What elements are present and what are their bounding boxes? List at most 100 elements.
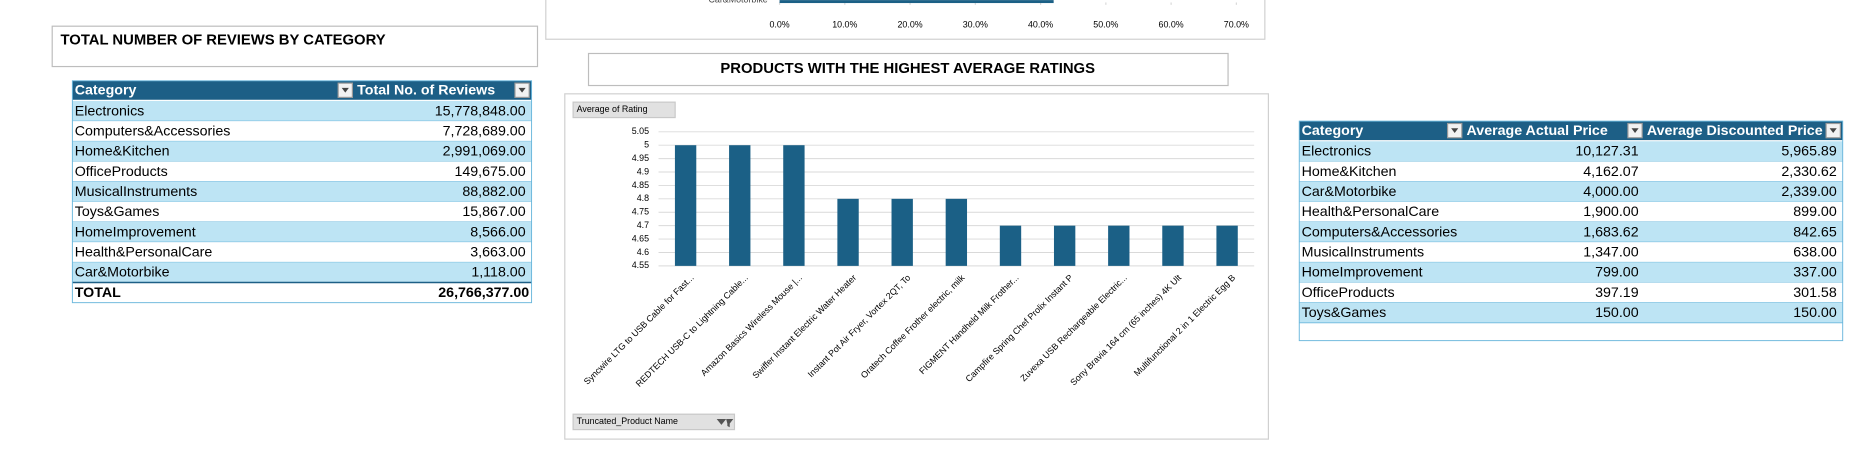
table-cell: Toys&Games (75, 204, 160, 220)
table-cell: Electronics (1302, 144, 1372, 160)
column-header: Average Actual Price (1467, 123, 1608, 139)
table-cell: 337.00 (1793, 265, 1837, 281)
bar (1053, 225, 1076, 266)
table-cell: 1,347.00 (1583, 245, 1638, 261)
dropdown-arrow (1451, 128, 1459, 133)
table-cell: Health&PersonalCare (75, 245, 213, 261)
table-title: TOTAL NUMBER OF REVIEWS BY CATEGORY (61, 32, 386, 48)
y-tick-label: Car&Motorbike (709, 0, 768, 4)
x-tick-label: 30.0% (963, 19, 988, 29)
table-cell: 2,339.00 (1781, 184, 1836, 200)
table-cell: 7,728,689.00 (443, 124, 526, 140)
dropdown-arrow (1631, 128, 1639, 133)
field-button-label: Average of Rating (577, 104, 648, 114)
table-border (1298, 120, 1844, 342)
table-row (72, 100, 532, 122)
bar (779, 0, 1054, 4)
y-tick-label: 4.9 (637, 166, 649, 176)
bar (891, 198, 913, 266)
table-cell: 842.65 (1793, 224, 1837, 240)
table-cell: Toys&Games (1302, 305, 1387, 321)
table-cell: 10,127.31 (1575, 144, 1638, 160)
x-tick-label: 40.0% (1028, 19, 1053, 29)
table-cell: 799.00 (1595, 265, 1639, 281)
table-cell: 8,566.00 (470, 224, 525, 240)
bar (999, 225, 1022, 266)
y-tick-label: 4.8 (637, 193, 649, 203)
table-row (72, 161, 532, 182)
table-border (71, 80, 533, 304)
table-cell: 15,867.00 (462, 204, 525, 220)
table-cell: Computers&Accessories (75, 124, 231, 140)
column-header: Total No. of Reviews (357, 83, 495, 99)
table-row (1299, 181, 1843, 202)
table-cell: HomeImprovement (75, 224, 196, 240)
table-cell: Car&Motorbike (1302, 184, 1397, 200)
bar (1216, 225, 1238, 266)
table-row (72, 262, 532, 283)
table-cell: HomeImprovement (1302, 265, 1423, 281)
table-cell: 4,000.00 (1583, 184, 1638, 200)
table-cell: 397.19 (1595, 285, 1639, 301)
table-cell: 4,162.07 (1583, 164, 1638, 180)
table-cell: OfficeProducts (75, 164, 168, 180)
table-cell: 301.58 (1793, 285, 1837, 301)
title-box (587, 52, 1229, 87)
table-cell: Computers&Accessories (1302, 224, 1458, 240)
top-chart-frame (545, 0, 1266, 40)
table-row (72, 181, 532, 202)
table-cell: MusicalInstruments (75, 184, 197, 200)
table-row (1299, 242, 1843, 263)
field-button[interactable] (572, 413, 736, 431)
table-cell: 150.00 (1595, 305, 1639, 321)
table-row (1299, 161, 1843, 182)
table-cell: 2,330.62 (1781, 164, 1836, 180)
field-button[interactable] (572, 101, 676, 119)
table-cell: 1,118.00 (471, 265, 525, 281)
table-row (1299, 201, 1843, 222)
x-tick-label: 60.0% (1159, 19, 1184, 29)
dropdown-arrow (341, 87, 349, 93)
table-cell: 3,663.00 (470, 245, 525, 261)
bar (1162, 225, 1184, 266)
table-row (1299, 282, 1843, 303)
x-tick-label: 70.0% (1224, 19, 1249, 29)
table-row (72, 201, 532, 222)
title-box (51, 25, 539, 68)
table-cell: Electronics (75, 103, 145, 119)
table-row (1299, 221, 1843, 243)
table-cell: Home&Kitchen (75, 144, 170, 160)
x-tick-label: 10.0% (832, 19, 857, 29)
table-cell: 2,991,069.00 (443, 144, 526, 160)
y-tick-label: 4.85 (632, 180, 649, 190)
column-header: Category (1302, 123, 1364, 139)
column-header: Category (75, 83, 137, 99)
y-tick-label: 4.7 (637, 220, 649, 230)
table-cell: Car&Motorbike (75, 265, 170, 281)
table-cell: 88,882.00 (462, 184, 525, 200)
table-header (72, 80, 532, 100)
table-row (72, 242, 532, 263)
table-cell: 149,675.00 (454, 164, 525, 180)
table-row (72, 121, 532, 142)
bar (674, 145, 697, 266)
y-tick-label: 5.05 (632, 126, 649, 136)
bar (837, 198, 859, 266)
table-cell: 1,683.62 (1583, 224, 1638, 240)
x-tick-label: 0.0% (769, 19, 789, 29)
table-row (1299, 262, 1843, 283)
chart-title: PRODUCTS WITH THE HIGHEST AVERAGE RATING… (720, 61, 1095, 77)
table-cell: 1,900.00 (1583, 204, 1638, 220)
bar (945, 198, 968, 266)
table-cell: Health&PersonalCare (1302, 204, 1440, 220)
y-tick-label: 4.65 (632, 233, 649, 243)
bar (1108, 225, 1130, 266)
dropdown-arrow (518, 87, 526, 93)
bar (729, 145, 751, 266)
table-row (1299, 141, 1843, 162)
table-header (1299, 121, 1843, 141)
y-tick-label: 5 (644, 140, 649, 150)
x-tick-label: 20.0% (897, 19, 922, 29)
table-cell: 5,965.89 (1781, 144, 1836, 160)
